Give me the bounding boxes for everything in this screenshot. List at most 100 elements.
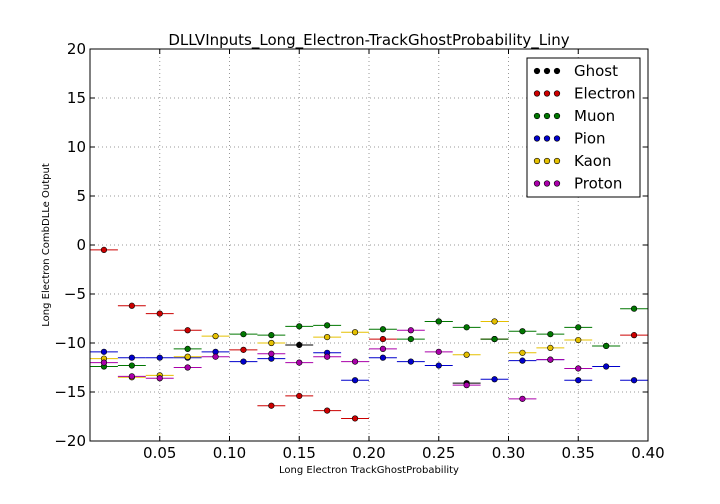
data-point — [630, 377, 638, 384]
x-tick-label: 0.10 — [213, 444, 246, 462]
legend-marker — [543, 135, 551, 142]
y-tick-label: 15 — [67, 89, 86, 107]
data-point — [240, 346, 247, 353]
data-point — [379, 326, 387, 333]
data-point — [212, 353, 219, 360]
data-point — [324, 322, 331, 329]
legend-label: Kaon — [574, 152, 611, 170]
axis-ticks: 0.05 0.10 0.15 0.20 0.25 0.30 0.35 0.40 −20 −15 −1… — [54, 40, 664, 462]
data-point — [379, 335, 387, 343]
data-point — [240, 358, 247, 365]
legend-marker — [543, 157, 551, 165]
legend-item: Kaon — [533, 152, 611, 170]
data-point — [128, 302, 135, 309]
data-point — [379, 345, 387, 352]
data-point — [156, 375, 163, 382]
legend-marker — [533, 180, 541, 187]
data-point — [268, 339, 275, 347]
y-tick-label: −20 — [54, 432, 86, 450]
y-tick-label: 0 — [76, 236, 86, 254]
data-point — [324, 407, 331, 414]
data-point — [435, 318, 442, 325]
data-point — [296, 359, 303, 366]
legend-label: Pion — [574, 130, 606, 148]
x-tick-label: 0.20 — [352, 444, 385, 462]
data-point — [156, 354, 163, 361]
data-point — [351, 415, 359, 422]
data-point — [463, 351, 470, 358]
data-point — [491, 376, 498, 383]
data-point — [100, 348, 108, 355]
y-tick-label: 5 — [76, 187, 86, 205]
legend-marker — [553, 135, 561, 142]
data-point — [100, 246, 108, 253]
y-tick-label: −10 — [54, 334, 86, 352]
legend-label: Ghost — [574, 62, 618, 80]
legend-marker — [533, 135, 541, 142]
data-point — [491, 318, 498, 325]
data-point — [519, 395, 526, 402]
data-point — [351, 358, 359, 365]
data-point — [128, 373, 135, 380]
series-muon — [90, 305, 648, 370]
data-point — [268, 350, 275, 357]
data-point — [296, 392, 303, 400]
data-point — [547, 344, 554, 352]
data-point — [184, 345, 191, 352]
data-point — [463, 324, 470, 331]
x-tick-label: 0.40 — [631, 444, 664, 462]
data-point — [407, 335, 414, 343]
x-tick-label: 0.05 — [143, 444, 176, 462]
data-point — [268, 332, 275, 339]
legend-marker — [533, 157, 541, 165]
data-point — [268, 402, 275, 409]
data-point — [547, 331, 554, 338]
legend-label: Electron — [574, 85, 636, 103]
legend-marker — [553, 112, 561, 120]
data-point — [575, 324, 582, 331]
data-point — [407, 327, 414, 334]
data-point — [519, 349, 526, 356]
chart-title: DLLVInputs_Long_Electron-TrackGhostProba… — [168, 31, 569, 50]
data-point — [630, 332, 638, 339]
legend-marker — [553, 157, 561, 165]
data-point — [603, 363, 610, 370]
data-point — [547, 356, 554, 363]
legend-item: Pion — [533, 130, 606, 148]
data-point — [463, 382, 470, 389]
data-point — [184, 353, 191, 360]
y-axis-label: Long Electron CombDLLe Output — [41, 163, 52, 327]
legend-item: Ghost — [533, 62, 618, 80]
data-point — [519, 328, 526, 335]
legend-marker — [533, 67, 541, 75]
y-tick-label: 20 — [67, 40, 86, 58]
data-point — [435, 348, 442, 355]
data-point — [184, 364, 191, 371]
legend-marker — [533, 90, 541, 97]
legend-item: Electron — [533, 85, 636, 103]
data-point — [324, 353, 331, 360]
data-point — [128, 362, 135, 369]
data-point — [351, 377, 359, 384]
y-tick-label: −15 — [54, 383, 86, 401]
legend-marker — [543, 180, 551, 187]
legend-marker — [553, 90, 561, 97]
data-point — [407, 358, 414, 365]
data-point — [435, 362, 442, 369]
data-point — [630, 305, 638, 312]
data-point — [128, 354, 135, 361]
x-tick-label: 0.15 — [283, 444, 316, 462]
data-point — [100, 359, 108, 366]
legend: Ghost Electron Muon Pion Kaon Proton — [526, 57, 641, 198]
data-point — [575, 377, 582, 384]
legend-marker — [543, 112, 551, 120]
y-tick-label: 10 — [67, 138, 86, 156]
legend-marker — [553, 180, 561, 187]
legend-box — [526, 57, 641, 198]
legend-marker — [533, 112, 541, 120]
data-point — [575, 365, 582, 372]
data-point — [324, 334, 331, 341]
data-point — [296, 341, 303, 349]
data-marks — [90, 246, 648, 422]
